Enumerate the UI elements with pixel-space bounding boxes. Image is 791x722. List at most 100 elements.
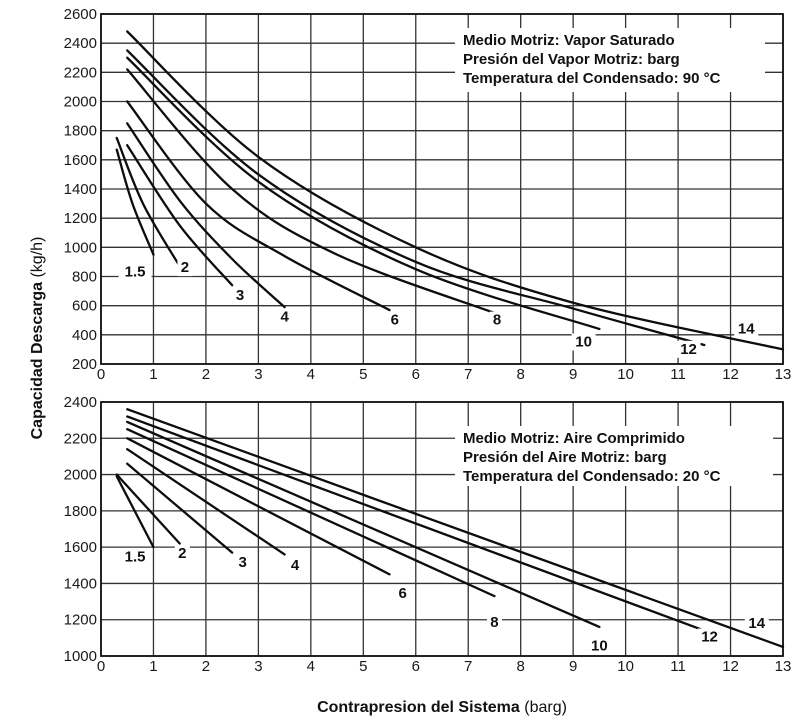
bottom-series-1_5 [115, 475, 155, 549]
top-curve-label-14: 14 [738, 320, 755, 337]
top-panel: 0 1 2 3 4 5 6 7 8 9 10 11 12 132004006008001000120014… [64, 6, 791, 383]
x-axis-title-bold: Contrapresion del Sistema [317, 699, 520, 716]
top-ytick-label: 1200 [64, 210, 97, 227]
bottom-panel: 0 1 2 3 4 5 6 7 8 9 10 11 12 131000120014001600180020… [64, 394, 791, 675]
bottom-xtick-label: 12 [722, 658, 739, 675]
bottom-xtick-label: 10 [617, 658, 634, 675]
top-legend-line: Presión del Vapor Motriz: barg [463, 51, 680, 68]
top-ytick-label: 200 [72, 356, 97, 373]
bottom-series-6 [126, 437, 391, 576]
top-xtick-label: 4 [307, 366, 315, 383]
bottom-series-10 [126, 420, 601, 629]
top-curve-label-bg [177, 259, 193, 277]
bottom-series-12 [126, 415, 706, 632]
top-xtick-label: 1 [149, 366, 157, 383]
x-axis-title-unit: (barg) [520, 699, 567, 716]
bottom-curve-label-bg [697, 628, 722, 646]
bottom-ytick-label: 2000 [64, 467, 97, 484]
bottom-xtick-label: 6 [412, 658, 420, 675]
bottom-xtick-label: 9 [569, 658, 577, 675]
top-curve-label-3: 3 [236, 287, 244, 304]
top-xtick-label: 13 [775, 366, 791, 383]
bottom-series-14 [126, 408, 785, 649]
y-axis-title-bold: Capacidad Descarga [29, 282, 46, 440]
top-ytick-label: 2200 [64, 64, 97, 81]
top-curve-label-8: 8 [493, 312, 501, 329]
top-ytick-label: 2000 [64, 94, 97, 111]
top-curve-label-bg [489, 311, 505, 329]
top-xtick-label: 8 [517, 366, 525, 383]
top-xtick-label: 12 [722, 366, 739, 383]
top-plot-frame [100, 13, 784, 365]
bottom-curve-label-12: 12 [701, 628, 718, 645]
top-curve-label-10: 10 [575, 334, 592, 351]
bottom-curve-label-bg [174, 545, 190, 563]
bottom-curve-label-1_5: 1.5 [125, 549, 146, 566]
bottom-ytick-label: 2400 [64, 394, 97, 411]
y-axis-title-unit: (kg/h) [29, 237, 46, 282]
top-curve-label-bg [232, 286, 248, 304]
top-series-3 [126, 144, 234, 287]
bottom-series-3 [126, 462, 234, 554]
top-ytick-label: 2600 [64, 6, 97, 23]
bottom-ytick-label: 1800 [64, 503, 97, 520]
top-ytick-label: 1000 [64, 239, 97, 256]
bottom-legend-line: Temperatura del Condensado: 20 °C [463, 468, 721, 485]
top-curve-label-bg [387, 311, 403, 329]
top-series-10 [126, 56, 601, 331]
top-series-14 [126, 30, 785, 351]
bottom-legend-line: Presión del Aire Motriz: barg [463, 449, 667, 466]
top-xtick-label: 2 [202, 366, 210, 383]
bottom-curve-label-bg [118, 548, 152, 566]
bottom-curve-label-bg [287, 556, 303, 574]
bottom-curve-label-10: 10 [591, 638, 608, 655]
bottom-ytick-label: 1200 [64, 612, 97, 629]
bottom-curve-label-3: 3 [238, 554, 246, 571]
top-ytick-label: 800 [72, 269, 97, 286]
bottom-legend-line: Medio Motriz: Aire Comprimido [463, 430, 685, 447]
top-series-6 [126, 100, 391, 312]
top-curve-label-bg [118, 263, 152, 281]
bottom-xtick-label: 5 [359, 658, 367, 675]
top-xtick-label: 7 [464, 366, 472, 383]
top-curve-label-2: 2 [181, 259, 189, 276]
top-curve-label-bg [734, 320, 759, 338]
top-legend-line: Temperatura del Condensado: 90 °C [463, 70, 721, 87]
y-axis-title: Capacidad Descarga (kg/h) [29, 237, 46, 440]
top-ytick-label: 2400 [64, 35, 97, 52]
bottom-curve-label-8: 8 [490, 614, 498, 631]
top-curve-label-bg [571, 333, 596, 351]
top-curve-label-4: 4 [280, 309, 289, 326]
top-curve-label-bg [277, 308, 293, 326]
bottom-xtick-label: 11 [670, 658, 686, 675]
bottom-plot-frame [100, 401, 784, 657]
top-legend-box [455, 28, 765, 92]
top-series-1_5 [115, 148, 155, 256]
top-xtick-label: 3 [254, 366, 262, 383]
top-xtick-label: 5 [359, 366, 367, 383]
bottom-xtick-label: 8 [517, 658, 525, 675]
top-legend-line: Medio Motriz: Vapor Saturado [463, 32, 675, 49]
bottom-xtick-label: 7 [464, 658, 472, 675]
top-curve-label-6: 6 [391, 312, 399, 329]
top-curve-label-12: 12 [680, 341, 697, 358]
bottom-curve-label-bg [235, 554, 251, 572]
top-ytick-label: 600 [72, 298, 97, 315]
bottom-curve-label-4: 4 [291, 557, 300, 574]
bottom-xtick-label: 0 [97, 658, 105, 675]
bottom-series-4 [126, 448, 286, 556]
bottom-curve-label-bg [587, 637, 612, 655]
top-xtick-label: 6 [412, 366, 420, 383]
bottom-ytick-label: 1600 [64, 539, 97, 556]
bottom-xtick-label: 4 [307, 658, 315, 675]
bottom-xtick-label: 1 [149, 658, 157, 675]
top-series-2 [115, 136, 181, 268]
bottom-xtick-label: 2 [202, 658, 210, 675]
x-axis-title: Contrapresion del Sistema (barg) [317, 699, 567, 716]
bottom-curve-label-bg [744, 614, 769, 632]
top-series-8 [126, 68, 496, 315]
bottom-series-8 [126, 428, 496, 598]
bottom-curve-label-2: 2 [178, 545, 186, 562]
